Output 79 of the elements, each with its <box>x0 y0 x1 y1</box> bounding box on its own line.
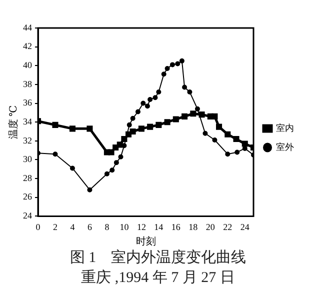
point <box>104 171 110 176</box>
point <box>170 62 175 68</box>
x-axis-title: 时刻 <box>136 236 156 248</box>
x-tick-label: 22 <box>223 222 232 232</box>
point <box>179 58 184 64</box>
point <box>225 152 230 157</box>
y-axis-title: 温度 ℃ <box>8 105 20 139</box>
y-tick-label: 42 <box>23 41 32 52</box>
point <box>216 124 222 130</box>
point <box>86 126 93 132</box>
x-tick-label: 4 <box>70 222 76 232</box>
point <box>212 113 218 120</box>
x-tick-label: 24 <box>240 222 250 232</box>
x-tick-label: 14 <box>154 222 164 232</box>
point <box>52 122 58 128</box>
point <box>138 126 144 132</box>
point <box>52 152 58 157</box>
point <box>182 84 188 90</box>
point <box>194 106 200 112</box>
y-tick-label: 26 <box>23 192 32 202</box>
point <box>110 168 115 173</box>
point <box>152 95 158 100</box>
point <box>114 160 119 166</box>
x-tick-label: 10 <box>120 222 130 232</box>
legend-label: 室内 <box>276 122 294 133</box>
x-tick-label: 0 <box>36 222 41 232</box>
point <box>148 97 153 102</box>
point <box>116 142 123 148</box>
x-tick-label: 2 <box>52 222 58 232</box>
y-tick-label: 34 <box>23 116 32 126</box>
point <box>242 140 248 147</box>
point <box>172 116 179 122</box>
text: 重庆 ,1994 年 7 月 27 日 <box>80 268 236 288</box>
point <box>140 100 146 106</box>
point <box>108 149 114 156</box>
point <box>198 112 205 118</box>
y-tick-label: 28 <box>23 172 32 183</box>
point <box>202 130 208 136</box>
point <box>175 61 180 66</box>
point <box>112 144 119 151</box>
point <box>156 122 162 128</box>
point <box>224 131 231 138</box>
point <box>130 116 136 121</box>
legend-label: 室外 <box>276 142 294 152</box>
point <box>156 89 162 94</box>
point <box>87 187 92 192</box>
point <box>164 66 170 71</box>
point <box>190 110 196 117</box>
point <box>126 122 132 128</box>
y-tick-label: 40 <box>23 60 32 70</box>
text: 图 1 室内外温度变化曲线 <box>68 248 248 268</box>
y-tick-label: 36 <box>23 98 32 108</box>
point <box>121 136 128 142</box>
x-tick-label: 6 <box>87 222 92 232</box>
y-tick-label: 24 <box>23 210 32 221</box>
x-tick-label: 8 <box>104 222 110 232</box>
x-tick-label: 12 <box>136 222 146 232</box>
x-tick-label: 20 <box>206 222 216 232</box>
point <box>118 154 124 160</box>
point <box>69 126 76 132</box>
point <box>233 136 240 142</box>
point <box>161 72 166 77</box>
point <box>182 113 188 120</box>
point <box>144 104 150 109</box>
y-tick-label: 30 <box>23 154 32 164</box>
point <box>164 119 170 126</box>
y-tick-label: 38 <box>23 78 32 89</box>
point <box>147 124 154 130</box>
x-tick-label: 16 <box>171 222 181 232</box>
point <box>212 137 218 142</box>
y-tick-label: 32 <box>23 135 32 146</box>
x-tick-label: 18 <box>188 222 198 232</box>
point <box>187 89 192 94</box>
point <box>125 131 132 138</box>
point <box>70 166 75 171</box>
point <box>234 150 240 155</box>
y-tick-label: 44 <box>23 22 32 32</box>
point <box>135 109 140 114</box>
point <box>130 128 136 135</box>
